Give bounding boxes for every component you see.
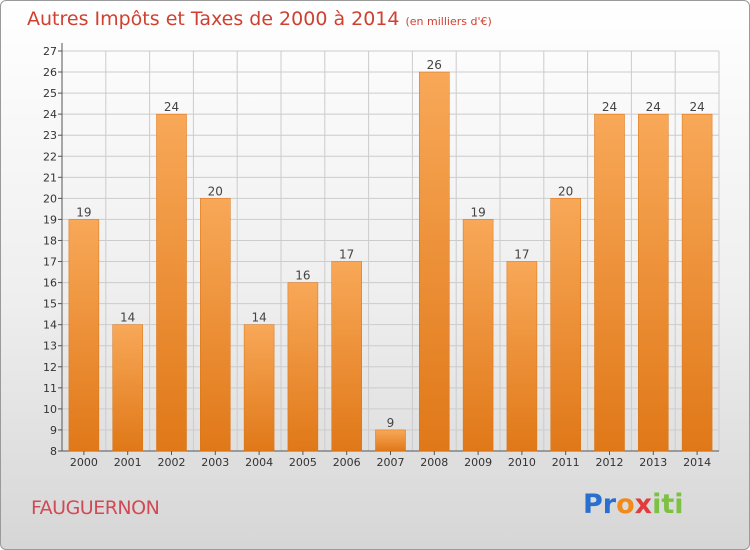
bar [331,261,362,452]
y-tick-label: 17 [43,256,57,269]
y-tick-label: 21 [43,171,57,184]
bar-value-label: 9 [387,416,395,430]
y-tick-label: 13 [43,340,57,353]
y-tick-label: 23 [43,129,57,142]
y-tick-label: 22 [43,150,57,163]
y-tick-label: 16 [43,277,57,290]
x-tick-label: 2009 [464,456,492,469]
bar [68,219,100,452]
bar-value-label: 26 [427,58,442,72]
x-tick-label: 2007 [377,456,405,469]
x-tick-label: 2006 [333,456,361,469]
y-tick-label: 27 [43,45,57,58]
bar [550,198,581,452]
x-tick-label: 2008 [420,456,448,469]
y-tick-label: 26 [43,66,57,79]
x-tick-label: 2004 [245,456,273,469]
bar-value-label: 17 [514,248,529,262]
x-tick-label: 2012 [596,456,624,469]
y-tick-label: 14 [43,319,57,332]
bar-value-label: 17 [339,248,354,262]
bar-value-label: 16 [295,269,310,283]
bar [375,429,406,452]
y-tick-label: 12 [43,361,57,374]
bar-value-label: 24 [602,100,617,114]
x-tick-label: 2000 [70,456,98,469]
bar [200,198,231,452]
bar-value-label: 24 [646,100,661,114]
bar [243,324,275,452]
bar-value-label: 20 [558,184,573,198]
x-tick-label: 2001 [114,456,142,469]
x-tick-label: 2002 [158,456,186,469]
bar-value-label: 14 [251,311,266,325]
y-tick-label: 8 [50,445,57,458]
x-tick-label: 2014 [683,456,711,469]
chart-subtitle: (en milliers d'€) [405,15,492,28]
bar [638,113,669,452]
y-tick-label: 19 [43,213,57,226]
y-tick-label: 9 [50,424,57,437]
y-tick-label: 20 [43,192,57,205]
proxiti-logo: Proxiti [583,489,684,520]
bar [681,113,713,452]
bar [287,282,319,452]
bar [506,261,538,452]
bar-value-label: 19 [470,205,485,219]
x-tick-label: 2013 [639,456,667,469]
x-tick-label: 2005 [289,456,317,469]
bar [112,324,143,452]
x-tick-label: 2003 [201,456,229,469]
bar [594,113,625,452]
chart-title: Autres Impôts et Taxes de 2000 à 2014 (en… [27,8,492,30]
x-tick-label: 2011 [552,456,580,469]
bar-value-label: 20 [208,184,223,198]
bars [68,71,713,452]
y-tick-label: 11 [43,382,57,395]
y-tick-label: 25 [43,87,57,100]
y-tick-label: 15 [43,298,57,311]
bar [419,71,450,452]
bar-value-label: 14 [120,311,135,325]
value-labels: 19 14 24 20 14 16 17 9 26 19 17 20 24 24 24 [76,58,704,430]
bar-value-label: 24 [689,100,704,114]
city-name: FAUGUERNON [31,497,160,519]
bar [462,219,494,452]
bar [156,113,187,452]
y-tick-label: 18 [43,234,57,247]
bar-value-label: 19 [76,205,91,219]
y-tick-label: 10 [43,403,57,416]
y-tick-label: 24 [43,108,57,121]
bar-value-label: 24 [164,100,179,114]
x-tick-label: 2010 [508,456,536,469]
